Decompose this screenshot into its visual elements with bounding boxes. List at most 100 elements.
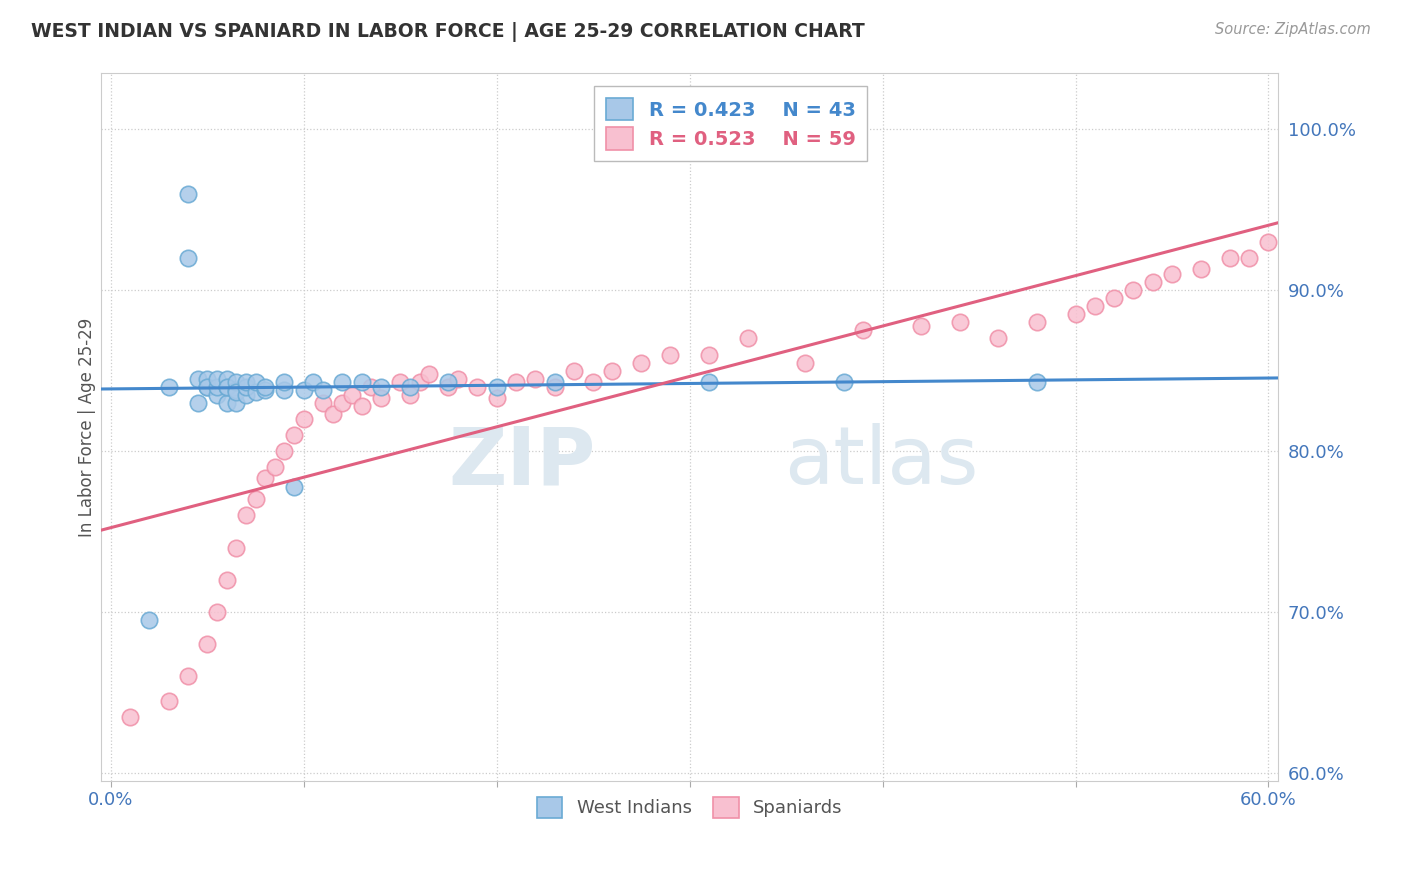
Point <box>138 613 160 627</box>
Point <box>245 384 267 399</box>
Point <box>399 380 422 394</box>
Point <box>602 364 624 378</box>
Point <box>1026 315 1049 329</box>
Point <box>330 396 353 410</box>
Point <box>235 375 257 389</box>
Point <box>245 492 267 507</box>
Point <box>408 375 430 389</box>
Point <box>273 444 295 458</box>
Point <box>949 315 972 329</box>
Point <box>562 364 585 378</box>
Point <box>292 412 315 426</box>
Point <box>177 669 200 683</box>
Point <box>120 709 142 723</box>
Point <box>254 471 277 485</box>
Point <box>263 460 285 475</box>
Point <box>350 399 373 413</box>
Point <box>205 372 228 386</box>
Point <box>195 380 218 394</box>
Point <box>177 186 200 201</box>
Point <box>1064 307 1087 321</box>
Point <box>437 380 460 394</box>
Point <box>1189 262 1212 277</box>
Point <box>1084 299 1107 313</box>
Legend: West Indians, Spaniards: West Indians, Spaniards <box>530 789 849 825</box>
Point <box>195 372 218 386</box>
Point <box>215 573 238 587</box>
Point <box>1102 291 1125 305</box>
Point <box>283 479 305 493</box>
Point <box>225 384 247 399</box>
Point <box>832 375 855 389</box>
Point <box>1122 283 1144 297</box>
Point <box>447 372 470 386</box>
Point <box>157 693 180 707</box>
Point <box>505 375 527 389</box>
Point <box>215 396 238 410</box>
Point <box>737 331 759 345</box>
Point <box>205 380 228 394</box>
Point <box>273 383 295 397</box>
Point <box>1219 251 1241 265</box>
Point <box>312 396 335 410</box>
Point <box>302 375 325 389</box>
Point <box>225 396 247 410</box>
Point <box>322 407 344 421</box>
Point <box>987 331 1010 345</box>
Point <box>187 396 209 410</box>
Point <box>910 318 932 333</box>
Point <box>283 428 305 442</box>
Point <box>235 380 257 394</box>
Point <box>437 375 460 389</box>
Point <box>254 383 277 397</box>
Point <box>1142 275 1164 289</box>
Point <box>330 375 353 389</box>
Point <box>1026 375 1049 389</box>
Point <box>1334 170 1357 185</box>
Point <box>215 380 238 394</box>
Point <box>292 383 315 397</box>
Point <box>543 380 565 394</box>
Point <box>1315 186 1337 201</box>
Point <box>205 388 228 402</box>
Point <box>418 367 440 381</box>
Point <box>543 375 565 389</box>
Point <box>485 380 508 394</box>
Point <box>852 323 875 337</box>
Point <box>235 508 257 523</box>
Point <box>225 383 247 397</box>
Point <box>225 375 247 389</box>
Point <box>370 380 392 394</box>
Point <box>399 388 422 402</box>
Point <box>195 637 218 651</box>
Text: ZIP: ZIP <box>449 424 596 501</box>
Point <box>370 391 392 405</box>
Point <box>697 348 720 362</box>
Text: Source: ZipAtlas.com: Source: ZipAtlas.com <box>1215 22 1371 37</box>
Y-axis label: In Labor Force | Age 25-29: In Labor Force | Age 25-29 <box>79 318 96 537</box>
Point <box>177 251 200 265</box>
Point <box>187 372 209 386</box>
Point <box>1296 202 1319 217</box>
Point <box>794 356 817 370</box>
Point <box>225 541 247 555</box>
Point <box>157 380 180 394</box>
Point <box>630 356 652 370</box>
Point <box>1257 235 1279 249</box>
Point <box>1161 267 1184 281</box>
Point <box>350 375 373 389</box>
Point <box>340 388 363 402</box>
Point <box>273 375 295 389</box>
Point <box>485 391 508 405</box>
Text: WEST INDIAN VS SPANIARD IN LABOR FORCE | AGE 25-29 CORRELATION CHART: WEST INDIAN VS SPANIARD IN LABOR FORCE |… <box>31 22 865 42</box>
Point <box>1277 219 1299 233</box>
Point <box>215 372 238 386</box>
Point <box>659 348 682 362</box>
Point <box>254 380 277 394</box>
Point <box>582 375 605 389</box>
Point <box>205 605 228 619</box>
Point <box>245 375 267 389</box>
Point <box>360 380 382 394</box>
Text: atlas: atlas <box>783 424 979 501</box>
Point <box>697 375 720 389</box>
